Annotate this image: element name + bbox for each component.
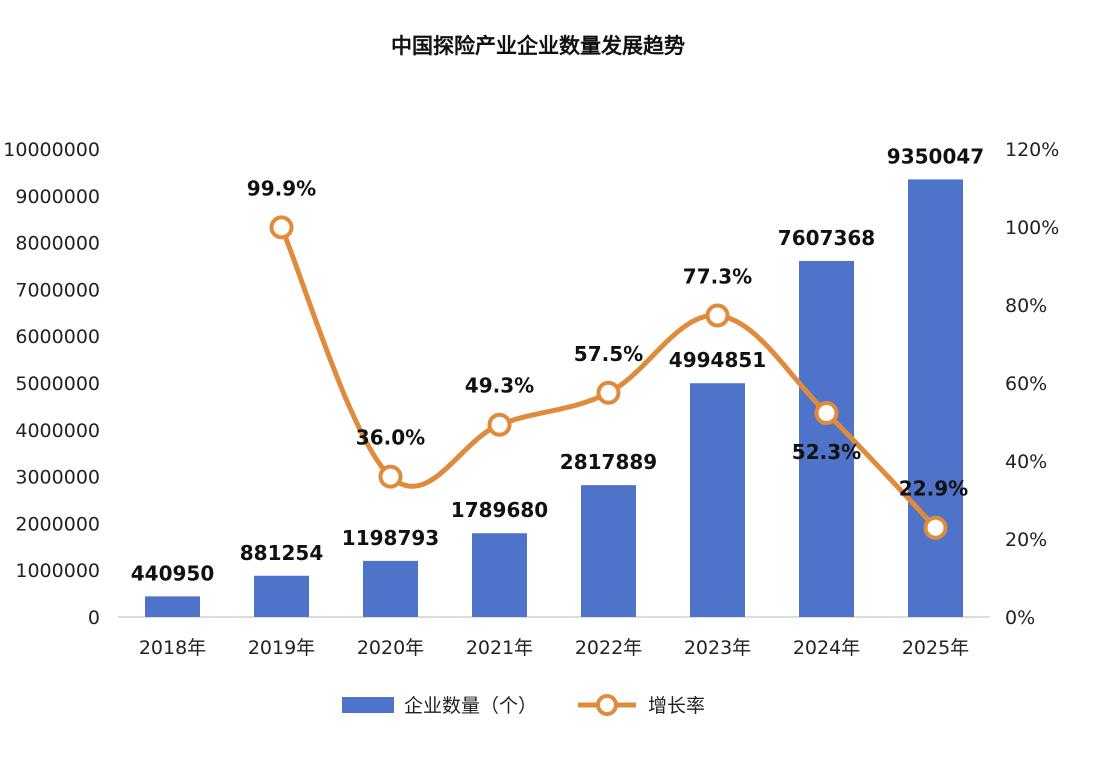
left-axis-tick-label: 1000000 xyxy=(15,560,100,582)
bar xyxy=(254,575,309,617)
bar-data-label: 4994851 xyxy=(669,348,766,372)
left-axis-tick-label: 8000000 xyxy=(15,233,100,255)
left-axis-tick-label: 2000000 xyxy=(15,513,100,535)
growth-data-label: 52.3% xyxy=(792,440,861,464)
legend-label-growth-rate: 增长率 xyxy=(648,695,705,717)
left-axis: 0 1000000 2000000 3000000 4000000 5000000 6000… xyxy=(3,139,100,629)
bar-series xyxy=(145,179,963,618)
growth-data-label: 36.0% xyxy=(356,426,425,450)
growth-rate-point xyxy=(269,215,294,240)
x-axis-category-label: 2019年 xyxy=(248,637,315,659)
right-axis-tick-label: 80% xyxy=(1005,295,1047,317)
left-axis-tick-label: 10000000 xyxy=(3,139,100,161)
left-axis-tick-label: 6000000 xyxy=(15,326,100,348)
right-axis-tick-label: 100% xyxy=(1005,217,1059,239)
left-axis-tick-label: 5000000 xyxy=(15,373,100,395)
chart-title: 中国探险产业企业数量发展趋势 xyxy=(391,34,685,58)
growth-data-label: 22.9% xyxy=(899,477,968,501)
growth-rate-point xyxy=(596,380,621,405)
bar xyxy=(145,596,200,617)
growth-data-label: 99.9% xyxy=(247,176,316,200)
right-axis-tick-label: 20% xyxy=(1005,529,1047,551)
growth-rate-point xyxy=(705,303,730,328)
right-axis-tick-label: 60% xyxy=(1005,373,1047,395)
bar-data-label: 881254 xyxy=(240,541,324,565)
x-axis-category-label: 2024年 xyxy=(793,637,860,659)
legend-label-enterprise-count: 企业数量（个） xyxy=(404,695,537,717)
growth-rate-point xyxy=(487,412,512,437)
bar xyxy=(690,383,745,617)
bar-data-label: 2817889 xyxy=(560,450,657,474)
right-axis-tick-label: 120% xyxy=(1005,139,1059,161)
left-axis-tick-label: 4000000 xyxy=(15,420,100,442)
bar-data-label: 440950 xyxy=(131,561,215,585)
bar xyxy=(472,533,527,617)
growth-data-label: 77.3% xyxy=(683,265,752,289)
legend-swatch-enterprise-count xyxy=(342,697,394,713)
left-axis-tick-label: 3000000 xyxy=(15,467,100,489)
bar-data-label: 1789680 xyxy=(451,498,548,522)
growth-rate-point xyxy=(378,464,403,489)
growth-data-label: 57.5% xyxy=(574,342,643,366)
bar xyxy=(581,485,636,617)
bar xyxy=(908,179,963,618)
left-axis-tick-label: 7000000 xyxy=(15,279,100,301)
growth-rate-point xyxy=(814,401,839,426)
growth-data-label: 49.3% xyxy=(465,374,534,398)
x-axis-category-label: 2022年 xyxy=(575,637,642,659)
right-axis-tick-label: 0% xyxy=(1005,607,1035,629)
growth-line-series xyxy=(269,215,948,540)
growth-rate-point xyxy=(923,515,948,540)
bar-data-label: 1198793 xyxy=(342,526,439,550)
x-axis-category-label: 2020年 xyxy=(357,637,424,659)
bar-data-label: 7607368 xyxy=(778,226,875,250)
x-axis-category-label: 2025年 xyxy=(902,637,969,659)
bar-data-labels: 440950 881254 1198793 1789680 2817889 4994851… xyxy=(131,144,984,585)
left-axis-tick-label: 9000000 xyxy=(15,186,100,208)
x-axis: 2018年 2019年 2020年 2021年 2022年 2023年 2024年 2025年 xyxy=(139,637,969,659)
bar xyxy=(799,260,854,617)
legend-swatch-growth-marker xyxy=(596,694,618,716)
x-axis-category-label: 2018年 xyxy=(139,637,206,659)
bar-data-label: 9350047 xyxy=(887,144,984,168)
growth-data-labels: 99.9% 36.0% 49.3% 57.5% 77.3% 52.3% 22.9% xyxy=(247,176,968,500)
right-axis-tick-label: 40% xyxy=(1005,451,1047,473)
bar xyxy=(363,560,418,617)
x-axis-category-label: 2021年 xyxy=(466,637,533,659)
left-axis-tick-label: 0 xyxy=(88,607,100,629)
right-axis: 0% 20% 40% 60% 80% 100% 120% xyxy=(1005,139,1059,629)
x-axis-category-label: 2023年 xyxy=(684,637,751,659)
legend: 企业数量（个） 增长率 xyxy=(342,694,705,717)
